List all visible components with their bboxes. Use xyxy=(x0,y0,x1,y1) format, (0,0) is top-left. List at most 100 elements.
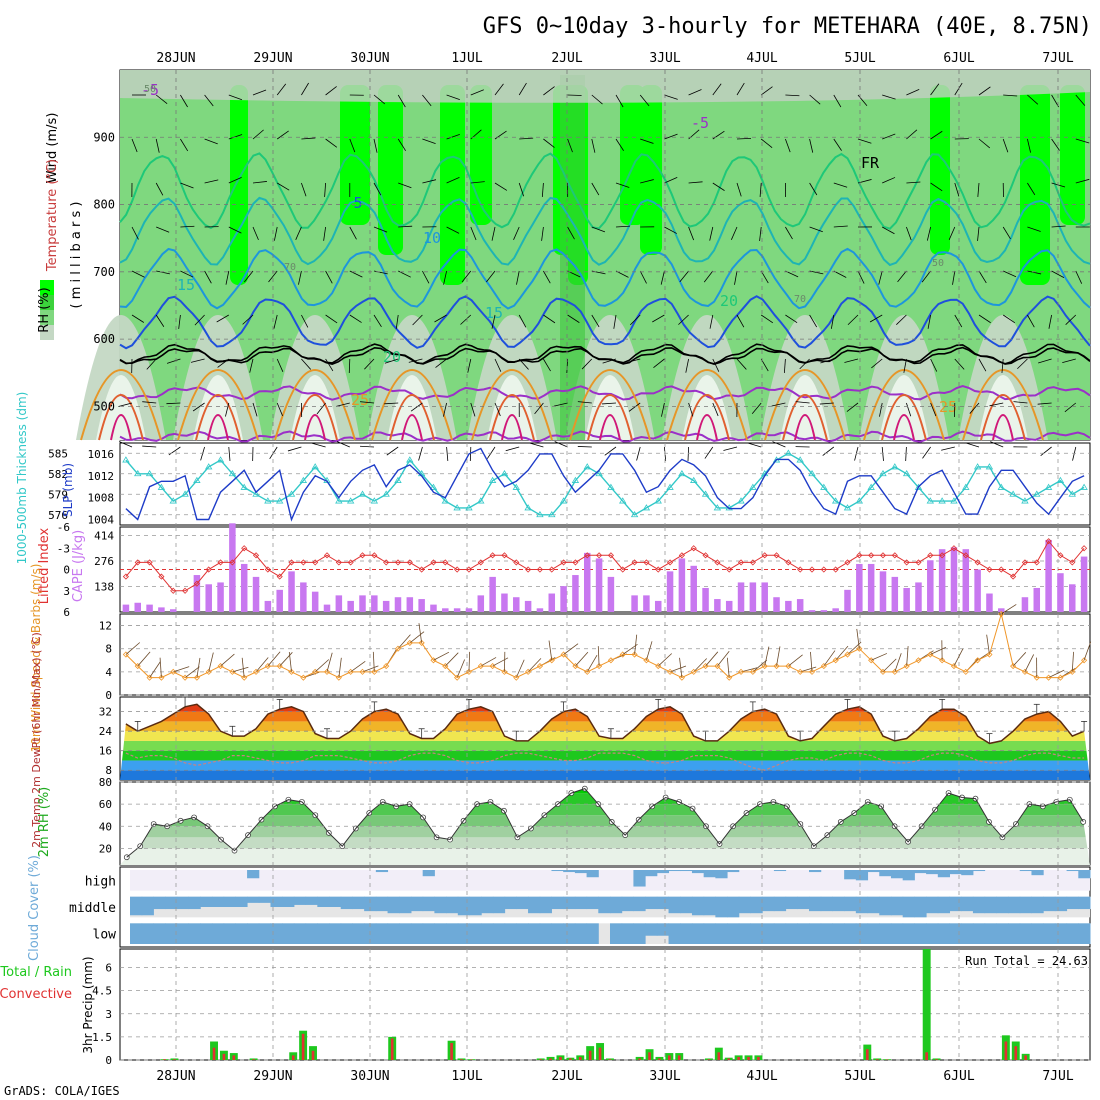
wind-ylabel: 10m Wind Speed & Barbs (m/s) xyxy=(29,564,43,753)
cape-bar xyxy=(158,607,165,612)
temperature-contour-30 xyxy=(587,394,633,441)
lifted-index-point xyxy=(950,545,958,552)
precip-ylabel-total: Total / Rain xyxy=(0,965,72,980)
wind-barb xyxy=(1051,94,1060,108)
wind-barb xyxy=(131,138,138,153)
wind-barb xyxy=(494,130,507,140)
wind-barb xyxy=(541,182,544,197)
thickness-point xyxy=(358,490,367,497)
wind-barb xyxy=(373,138,378,153)
cape-bar xyxy=(347,600,354,612)
temperature-tick-label: 24 xyxy=(99,725,113,738)
wind-barb xyxy=(897,270,907,283)
wind-barb xyxy=(978,86,991,96)
wind-barb xyxy=(965,442,980,448)
temperature-contour-30 xyxy=(980,394,1026,441)
cape-bar xyxy=(631,595,638,612)
thickness-point xyxy=(855,497,864,504)
wind-barb xyxy=(591,138,596,153)
wind-barb xyxy=(954,182,960,197)
date-label-bottom: 1JUL xyxy=(451,1069,482,1084)
pressure-tick-label: 600 xyxy=(93,332,115,346)
cape-bar xyxy=(359,595,366,612)
wind-barb xyxy=(857,138,872,144)
wind-barb xyxy=(882,177,896,184)
wind-barb xyxy=(232,666,249,673)
temperature-contour-30 xyxy=(881,394,927,441)
cloud-cover-cell xyxy=(867,923,880,944)
wind-barb xyxy=(131,270,145,278)
cloud-cover-cell xyxy=(890,896,904,916)
wind-barb xyxy=(194,314,205,326)
cloud-cover-cell xyxy=(738,896,751,914)
lifted-index-point xyxy=(596,552,603,559)
wind-barb xyxy=(857,94,868,107)
cloud-cover-cell xyxy=(1031,870,1044,876)
lifted-index-point xyxy=(1021,559,1029,566)
date-label-top: 3JUL xyxy=(649,51,680,66)
temperature-contour-30 xyxy=(98,394,144,441)
temperature-contour xyxy=(119,196,1091,267)
wind-barb xyxy=(854,446,859,461)
wind-barb xyxy=(155,94,168,105)
cloud-cover-cell xyxy=(715,923,728,944)
wind-barb xyxy=(969,402,980,414)
wind-barb xyxy=(252,402,258,417)
precip-convective-bar xyxy=(450,1043,453,1060)
cloud-cover-cell xyxy=(211,923,225,944)
cape-bar xyxy=(536,608,544,612)
wind-speed-point xyxy=(146,674,153,681)
cloud-cover-cell xyxy=(399,896,412,914)
rh-moist-streak xyxy=(1020,85,1050,285)
cloud-cover-cell xyxy=(469,923,482,944)
date-label-bottom: 3JUL xyxy=(649,1069,680,1084)
wind-barb xyxy=(1013,401,1028,404)
wind-barb xyxy=(688,181,703,184)
precip-convective-bar xyxy=(935,1059,938,1060)
wind-barb xyxy=(799,358,810,370)
wind-barb xyxy=(736,358,747,370)
wind-barb xyxy=(180,225,195,228)
date-label-top: 4JUL xyxy=(746,51,777,66)
thickness-point xyxy=(406,456,414,463)
temperature-contour-25 xyxy=(80,369,162,441)
wind-barb xyxy=(688,89,702,96)
cloud-cover-cell xyxy=(867,896,880,914)
slp-tick-label: 1004 xyxy=(88,514,115,527)
wind-barb xyxy=(930,182,943,192)
wind-barb xyxy=(494,83,504,96)
date-label-top: 30JUN xyxy=(350,51,389,66)
wind-tick-label: 12 xyxy=(99,620,112,633)
wind-barb xyxy=(362,665,379,673)
cape-bar xyxy=(501,593,508,612)
cape-bar xyxy=(856,563,863,612)
wind-barb xyxy=(1062,358,1076,363)
wind-barb xyxy=(518,358,529,370)
wind-barb xyxy=(298,270,302,285)
precip-convective-bar xyxy=(638,1058,641,1060)
cloud-cover-cell xyxy=(352,896,365,910)
wind-barb xyxy=(1072,446,1077,461)
wind-barb xyxy=(276,182,290,191)
wind-barb xyxy=(1038,358,1052,364)
precip-convective-bar xyxy=(212,1047,216,1060)
cape-bar xyxy=(1045,539,1052,612)
cloud-cover-cell xyxy=(703,870,716,878)
lifted-index-line xyxy=(125,540,1085,592)
wind-barb xyxy=(1003,270,1017,278)
cloud-cover-cell xyxy=(727,870,740,873)
precip-convective-bar xyxy=(677,1055,681,1060)
cloud-cover-cell xyxy=(551,870,564,872)
rh-band xyxy=(120,848,1090,865)
wind-barb xyxy=(685,358,689,373)
thickness-point xyxy=(181,490,189,497)
wind-barb xyxy=(990,441,1004,448)
wind-barb xyxy=(688,402,694,417)
rh-moist-streak xyxy=(1060,85,1085,225)
precip-convective-bar xyxy=(163,1059,166,1060)
wind-barb xyxy=(494,182,508,191)
cloud-cover-cell xyxy=(1054,923,1068,944)
wind-barb xyxy=(930,83,940,96)
cloud-cover-cell xyxy=(949,896,962,912)
temperature-contour-25 xyxy=(274,369,356,441)
